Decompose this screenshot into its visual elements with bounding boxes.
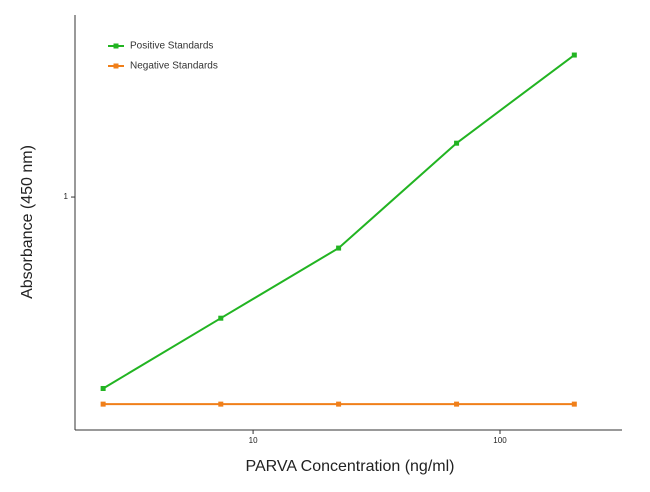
data-point (454, 401, 460, 407)
legend-marker (113, 43, 119, 49)
x-tick-label: 10 (249, 436, 258, 445)
data-point (454, 140, 460, 146)
legend-label: Negative Standards (130, 61, 218, 72)
data-point (336, 401, 342, 407)
data-point (218, 315, 224, 321)
data-point (100, 401, 106, 407)
y-axis-title: Absorbance (450 nm) (19, 145, 36, 299)
legend-marker (113, 63, 119, 69)
y-tick-label: 1 (64, 192, 69, 201)
data-point (100, 385, 106, 391)
data-point (571, 401, 577, 407)
data-point (218, 401, 224, 407)
data-point (336, 245, 342, 251)
x-tick-label: 100 (493, 436, 507, 445)
x-axis-title: PARVA Concentration (ng/ml) (246, 458, 455, 475)
legend-label: Positive Standards (130, 41, 213, 52)
data-point (571, 52, 577, 58)
series-line (102, 54, 575, 390)
